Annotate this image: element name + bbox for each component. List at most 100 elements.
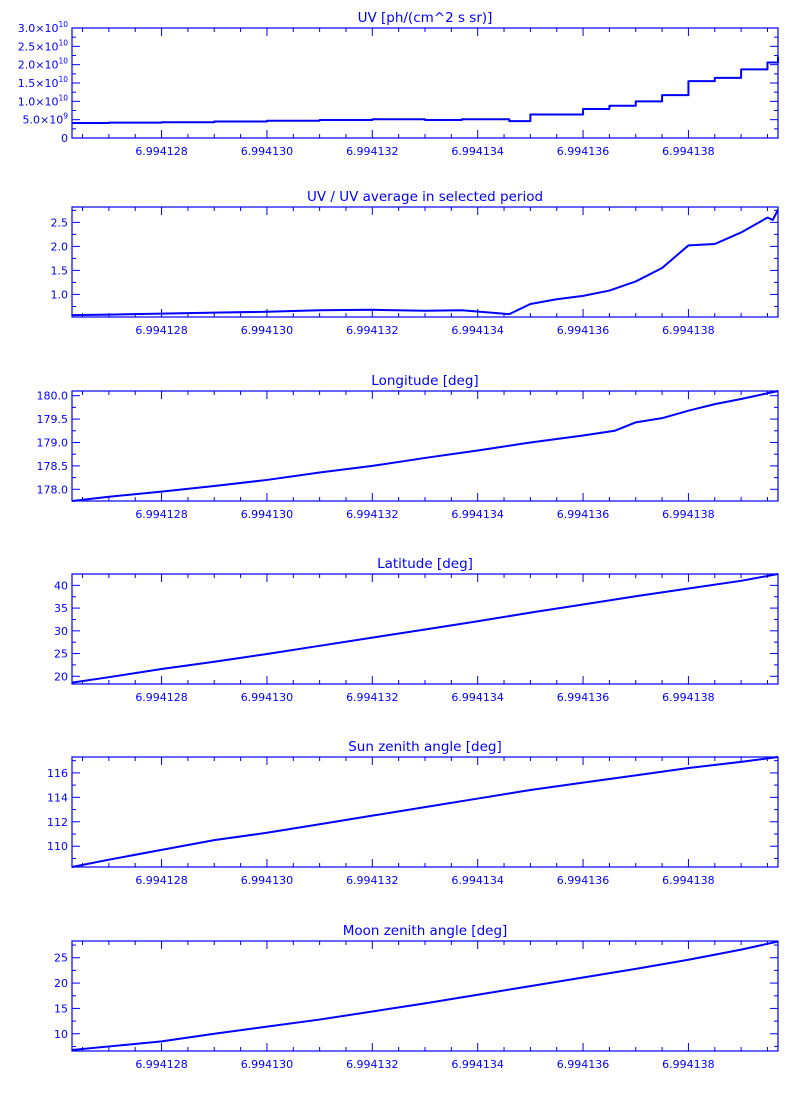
y-tick-exponent: 10 <box>58 75 68 84</box>
series-line <box>71 390 779 502</box>
x-tick-label: 6.994138 <box>662 691 715 704</box>
x-tick-label: 6.994134 <box>451 874 504 887</box>
y-tick-label: 35 <box>54 602 68 615</box>
x-tick-label: 6.994132 <box>346 145 399 158</box>
panel-title: UV [ph/(cm^2 s sr)] <box>358 10 493 26</box>
y-tick-label: 1.5 <box>51 264 69 277</box>
y-tick-label: 114 <box>47 791 68 804</box>
y-tick-label: 20 <box>54 670 68 683</box>
y-tick-mantissa: 0 <box>61 132 68 145</box>
y-tick-mantissa: 1.0 <box>51 288 69 301</box>
plot-frame <box>71 390 779 502</box>
y-tick-label: 15 <box>54 1002 68 1015</box>
y-tick-label: 112 <box>47 816 68 829</box>
y-tick-mantissa: 179.0 <box>37 436 69 449</box>
panel-5: Sun zenith angle [deg] 6.994128 6.994130 6.… <box>47 739 779 887</box>
y-tick-mantissa: 25 <box>54 952 68 965</box>
x-tick-label: 6.994134 <box>451 508 504 521</box>
y-tick-label: 1.5×1010 <box>18 75 68 90</box>
x-tick-label: 6.994128 <box>135 324 188 337</box>
x-tick-label: 6.994138 <box>662 145 715 158</box>
panel-title: UV / UV average in selected period <box>307 189 543 205</box>
y-tick-exponent: 10 <box>58 38 68 47</box>
y-tick-label: 2.0 <box>51 240 69 253</box>
series-line <box>71 573 779 684</box>
y-tick-mantissa: 2.0 <box>51 240 69 253</box>
y-tick-label: 40 <box>54 579 68 592</box>
plot-frame <box>71 756 779 868</box>
panel-title: Moon zenith angle [deg] <box>343 923 508 939</box>
x-tick-label: 6.994130 <box>241 874 294 887</box>
y-tick-mantissa: 2.5×10 <box>18 40 59 53</box>
y-tick-label: 110 <box>47 840 68 853</box>
y-tick-mantissa: 180.0 <box>37 390 69 403</box>
x-tick-label: 6.994132 <box>346 874 399 887</box>
series-line <box>71 940 779 1051</box>
x-tick-label: 6.994128 <box>135 691 188 704</box>
series-line <box>71 756 779 868</box>
y-tick-mantissa: 35 <box>54 602 68 615</box>
y-tick-mantissa: 116 <box>47 767 68 780</box>
y-tick-label: 2.5×1010 <box>18 38 68 53</box>
y-tick-label: 179.0 <box>37 436 69 449</box>
x-tick-label: 6.994136 <box>557 1058 610 1071</box>
panel-1: UV [ph/(cm^2 s sr)] 6.994128 6.994130 6.994… <box>18 10 779 158</box>
y-tick-mantissa: 2.0×10 <box>18 59 59 72</box>
series-line <box>71 209 779 317</box>
y-tick-label: 178.0 <box>37 483 69 496</box>
y-tick-label: 1.0×1010 <box>18 93 68 108</box>
y-tick-label: 180.0 <box>37 390 69 403</box>
y-tick-label: 30 <box>54 625 68 638</box>
y-tick-mantissa: 2.5 <box>51 216 69 229</box>
y-tick-mantissa: 178.5 <box>37 460 69 473</box>
x-tick-label: 6.994128 <box>135 874 188 887</box>
x-tick-label: 6.994134 <box>451 324 504 337</box>
y-tick-mantissa: 30 <box>54 625 68 638</box>
x-tick-label: 6.994128 <box>135 1058 188 1071</box>
y-tick-mantissa: 178.0 <box>37 483 69 496</box>
y-tick-mantissa: 114 <box>47 791 68 804</box>
panel-title: Latitude [deg] <box>377 556 473 572</box>
panel-title: Longitude [deg] <box>371 373 478 389</box>
y-tick-mantissa: 20 <box>54 670 68 683</box>
x-tick-label: 6.994132 <box>346 324 399 337</box>
y-tick-exponent: 10 <box>58 20 68 29</box>
y-tick-label: 3.0×1010 <box>18 20 68 35</box>
x-tick-label: 6.994136 <box>557 874 610 887</box>
y-tick-mantissa: 110 <box>47 840 68 853</box>
series-line <box>72 56 779 124</box>
y-tick-label: 2.5 <box>51 216 69 229</box>
y-tick-label: 25 <box>54 648 68 661</box>
y-tick-label: 20 <box>54 977 68 990</box>
y-tick-mantissa: 1.0×10 <box>18 95 59 108</box>
x-tick-label: 6.994132 <box>346 508 399 521</box>
x-tick-label: 6.994138 <box>662 1058 715 1071</box>
x-tick-label: 6.994130 <box>241 324 294 337</box>
y-tick-label: 0 <box>61 132 68 145</box>
panel-3: Longitude [deg] 6.994128 6.994130 6.994132 6… <box>37 373 779 521</box>
y-tick-mantissa: 25 <box>54 648 68 661</box>
y-tick-mantissa: 1.5 <box>51 264 69 277</box>
x-tick-label: 6.994138 <box>662 508 715 521</box>
x-tick-label: 6.994136 <box>557 145 610 158</box>
panel-6: Moon zenith angle [deg] 6.994128 6.994130 6… <box>54 923 779 1071</box>
y-tick-exponent: 10 <box>58 57 68 66</box>
y-tick-mantissa: 112 <box>47 816 68 829</box>
y-tick-mantissa: 20 <box>54 977 68 990</box>
x-tick-label: 6.994136 <box>557 691 610 704</box>
x-tick-label: 6.994134 <box>451 145 504 158</box>
y-tick-label: 5.0×109 <box>23 112 69 127</box>
x-tick-label: 6.994128 <box>135 145 188 158</box>
y-tick-label: 25 <box>54 952 68 965</box>
x-tick-label: 6.994134 <box>451 691 504 704</box>
y-tick-label: 116 <box>47 767 68 780</box>
plot-frame <box>71 940 779 1052</box>
y-tick-mantissa: 179.5 <box>37 413 69 426</box>
y-tick-mantissa: 15 <box>54 1002 68 1015</box>
panel-2: UV / UV average in selected period 6.9941… <box>51 189 779 337</box>
x-tick-label: 6.994130 <box>241 508 294 521</box>
panel-4: Latitude [deg] 6.994128 6.994130 6.994132 6.… <box>54 556 779 704</box>
y-tick-label: 179.5 <box>37 413 69 426</box>
